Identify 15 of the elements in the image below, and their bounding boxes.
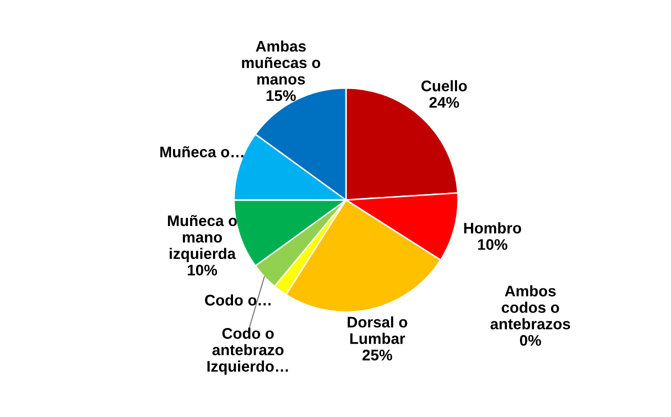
slice-label: Codo o antebrazo Izquierdo…: [207, 328, 288, 375]
data-label: 25%: [362, 350, 392, 360]
slice-label: Hombro: [464, 222, 522, 234]
slice-label: Codo o…: [205, 294, 271, 306]
category-label: Ambos codos o antebrazos: [490, 285, 570, 330]
data-label: 15%: [266, 90, 296, 102]
text: 0%: [520, 334, 542, 346]
slice-label: Muñeca o…: [160, 146, 244, 158]
data-label: 10%: [188, 264, 218, 276]
data-label: 24%: [429, 97, 460, 108]
slice-label: Dorsal o Lumbar: [348, 316, 408, 344]
slice-label: Muñeca o mano izquierda: [168, 214, 237, 262]
slice-label: Ambas muñecas o manos: [242, 40, 320, 85]
data-label: 10%: [478, 239, 508, 250]
slice-label: Cuello: [421, 80, 467, 92]
